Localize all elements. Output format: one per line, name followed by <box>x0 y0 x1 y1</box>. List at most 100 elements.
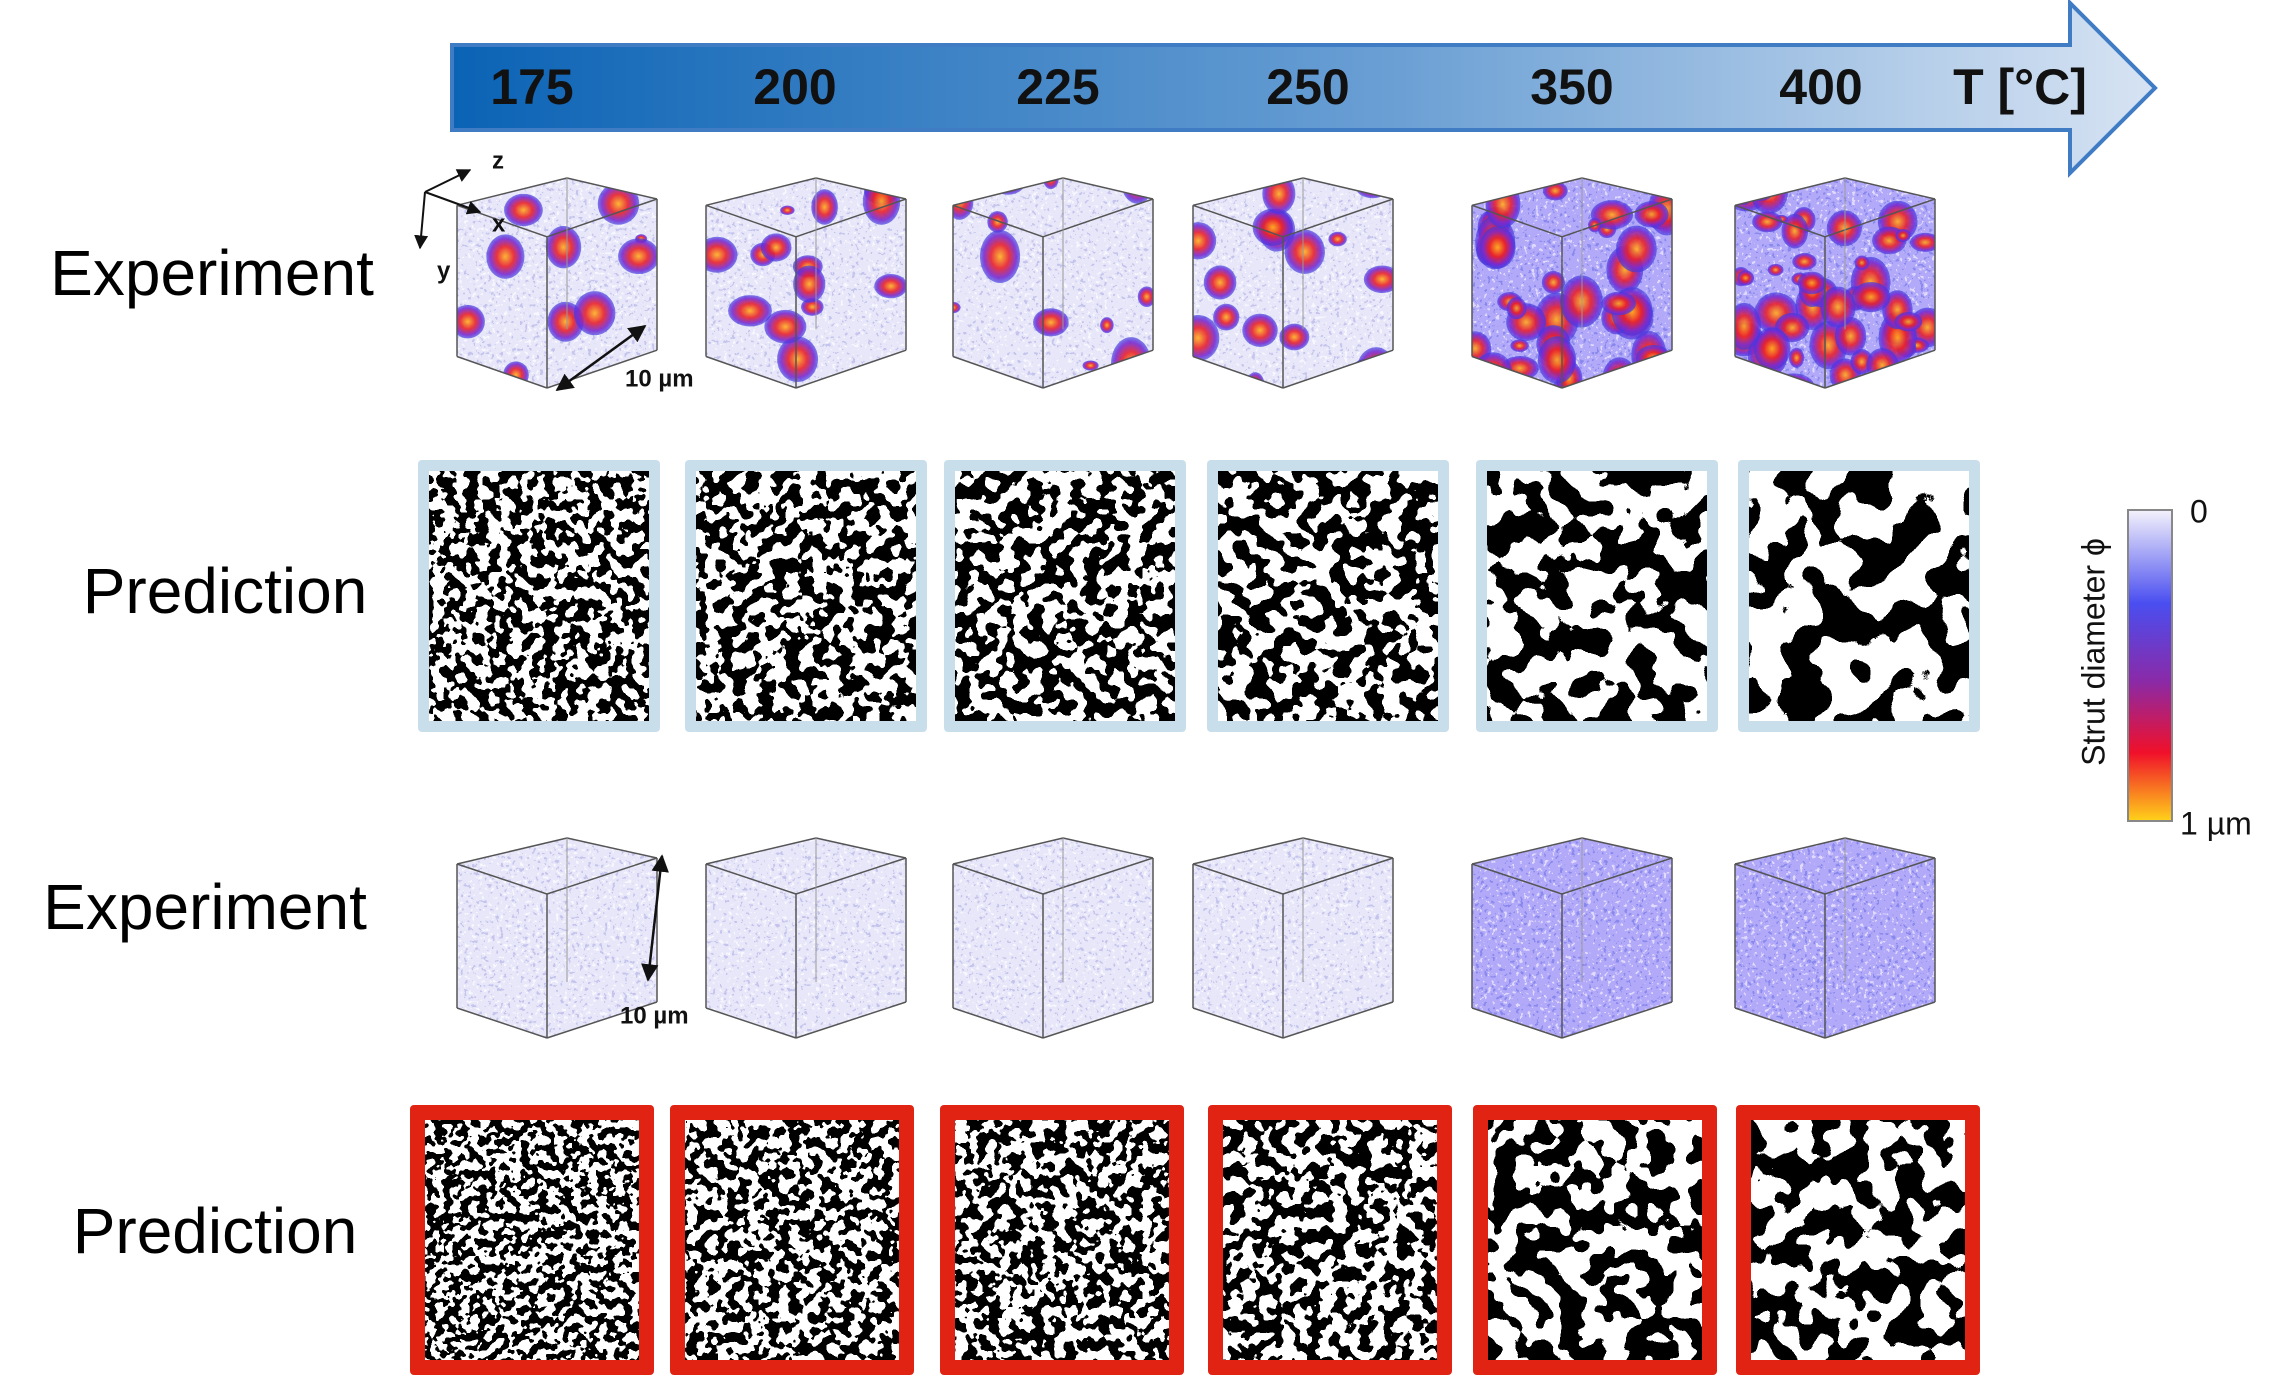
strut-blob <box>1100 317 1114 334</box>
temperature-label: 250 <box>1266 59 1349 115</box>
cube-edge <box>1302 837 1394 859</box>
cube-edge <box>705 1007 797 1039</box>
axis-label: z <box>492 147 504 174</box>
binary-structure <box>425 1120 639 1360</box>
strut-blob <box>618 238 657 275</box>
cube-edge <box>1561 1001 1673 1039</box>
strut-blob <box>1788 347 1805 368</box>
cube-volume <box>1193 838 1393 1038</box>
cube-edge <box>546 857 658 895</box>
strut-blob <box>1750 178 1789 214</box>
cube <box>1192 837 1394 1039</box>
strut-blob <box>777 336 819 382</box>
colorbar-min-label: 1 µm <box>2180 805 2252 841</box>
cube-edge <box>815 837 907 859</box>
prediction-panel <box>1736 1105 1980 1375</box>
cube-edge <box>456 177 568 207</box>
cube-edge <box>1062 177 1154 200</box>
strut-blob <box>1479 226 1516 269</box>
row-label: Prediction <box>83 555 368 627</box>
cube-edge <box>705 863 797 895</box>
strut-blob <box>1616 225 1657 273</box>
colorbar-max-label: 0 <box>2190 493 2208 529</box>
cube-volume <box>1472 838 1672 1038</box>
strut-blob <box>874 273 906 299</box>
strut-blob <box>1541 270 1565 294</box>
strut-blob <box>545 225 582 269</box>
cube <box>1471 837 1673 1039</box>
cube-edge <box>1561 857 1673 895</box>
cube-edge <box>1282 1001 1394 1039</box>
scale-bar <box>641 854 669 982</box>
cube <box>952 177 1154 389</box>
strut-blob <box>1328 231 1347 247</box>
strut-blob <box>1737 270 1755 286</box>
strut-blob <box>1110 337 1152 388</box>
cube-edge <box>1844 837 1936 859</box>
binary-structure <box>1751 1120 1965 1360</box>
cube-volume <box>706 178 906 388</box>
binary-structure <box>1223 1120 1437 1360</box>
cube-edge <box>456 355 548 389</box>
strut-blob <box>780 205 795 216</box>
cube-edge <box>546 1001 658 1039</box>
cube-volume <box>953 838 1153 1038</box>
axis-label: y <box>437 257 451 284</box>
cube-edge <box>456 863 548 895</box>
binary-structure <box>1488 1120 1702 1360</box>
cube <box>1471 177 1673 389</box>
cube-edge <box>1734 1007 1826 1039</box>
cube-edge <box>705 177 817 207</box>
strut-blob <box>1522 178 1548 187</box>
cube-volume <box>1735 838 1935 1038</box>
binary-structure <box>955 1120 1169 1360</box>
cube-edge <box>1824 349 1936 389</box>
cube-edge <box>1824 198 1936 238</box>
cube <box>705 837 907 1039</box>
cube-texture <box>1735 838 1935 1038</box>
cube-edge <box>795 857 907 895</box>
cube <box>705 177 907 389</box>
cube-texture <box>457 838 657 1038</box>
strut-blob <box>1820 286 1856 328</box>
strut-blob <box>1753 327 1791 370</box>
binary-structure <box>685 1120 899 1360</box>
prediction-panel <box>670 1105 914 1375</box>
cube-edge <box>815 177 907 200</box>
strut-blob <box>706 236 738 273</box>
strut-blob <box>1203 265 1237 300</box>
strut-blob <box>1193 222 1217 260</box>
prediction-panel <box>1473 1105 1717 1375</box>
strut-blob <box>1781 213 1809 249</box>
cube-edge <box>1192 863 1284 895</box>
cube-volume <box>457 178 657 388</box>
cube-edge <box>795 198 907 238</box>
strut-blob <box>1745 182 1774 202</box>
row-label: Experiment <box>50 237 374 309</box>
cube-texture <box>706 838 906 1038</box>
strut-blob <box>1252 208 1293 246</box>
cube-edge <box>1471 1007 1563 1039</box>
prediction-panel <box>944 460 1186 732</box>
strut-blob <box>1345 359 1386 388</box>
strut-blob <box>728 295 772 327</box>
prediction-panel <box>685 460 927 732</box>
cube-edge <box>1192 204 1284 238</box>
cube-edge <box>1471 837 1583 865</box>
cube <box>1734 837 1936 1039</box>
cube-edge <box>705 837 817 865</box>
strut-blob <box>1854 255 1870 270</box>
cube-edge <box>952 837 1064 865</box>
strut-blob <box>793 265 826 303</box>
cube-edge <box>1302 177 1394 200</box>
cube-edge <box>1471 204 1563 238</box>
cube-edge <box>1062 837 1154 859</box>
strut-blob <box>1474 352 1512 388</box>
cube-edge <box>1734 177 1846 207</box>
cube-edge <box>1042 349 1154 389</box>
binary-structure <box>429 471 649 721</box>
cube-volume <box>1193 178 1393 388</box>
axis-arrow <box>424 191 482 215</box>
strut-blob <box>1082 360 1099 371</box>
cube <box>1734 177 1936 389</box>
